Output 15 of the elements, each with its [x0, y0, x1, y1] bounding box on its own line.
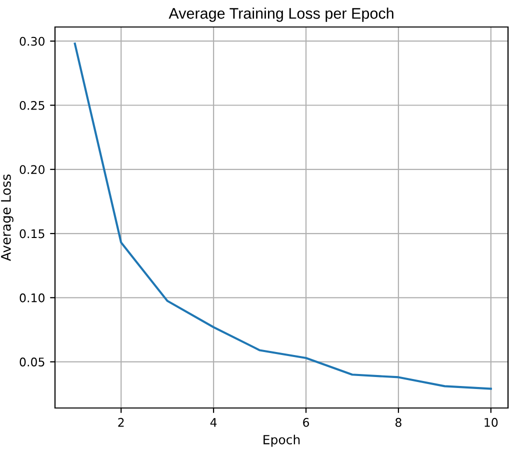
y-tick-label: 0.30	[20, 36, 44, 46]
x-tick-label: 4	[210, 418, 217, 427]
chart-title: Average Training Loss per Epoch	[168, 8, 394, 22]
x-axis-title: Epoch	[264, 434, 300, 447]
y-tick-label: 0.15	[20, 229, 44, 238]
line-series	[74, 42, 492, 390]
x-tick-label: 10	[484, 418, 498, 427]
y-tick-label: 0.20	[20, 165, 44, 174]
x-tick-label: 2	[118, 418, 124, 427]
y-axis-title: Average Loss	[1, 174, 14, 262]
y-tick-label: 0.25	[20, 100, 44, 110]
x-tick-label: 8	[395, 418, 402, 427]
y-tick-label: 0.05	[20, 358, 44, 366]
y-tick-label: 0.10	[20, 293, 44, 302]
x-tick-label: 6	[303, 418, 310, 427]
